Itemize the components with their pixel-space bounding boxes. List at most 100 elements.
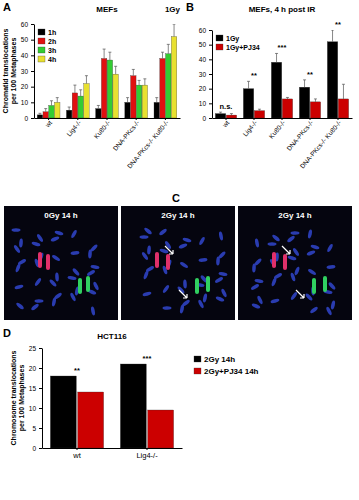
error-line [248, 81, 249, 88]
bar [310, 102, 320, 118]
tick-mark [39, 448, 42, 449]
bar [43, 112, 48, 118]
tick: Lig4-/- [136, 448, 158, 460]
bar [142, 85, 147, 118]
chromosome [86, 269, 96, 277]
chromosome [309, 306, 318, 314]
chromosome [307, 268, 317, 276]
legend-swatch [216, 35, 223, 41]
tick-mark [31, 55, 34, 56]
tick-label: Lig4-/- [241, 119, 259, 138]
error-line [315, 99, 316, 102]
bar [282, 99, 292, 118]
chromosome [330, 300, 336, 310]
error-cap [138, 80, 141, 81]
error-line [74, 85, 75, 93]
tick-label: 10 [21, 99, 29, 106]
axis-line [34, 25, 35, 119]
tick-mark [31, 102, 34, 103]
legend-swatch [38, 29, 45, 35]
chromosome [15, 302, 24, 311]
axis-line [213, 118, 353, 119]
legend: 1h2h3h4h [38, 29, 56, 63]
chromosome [310, 244, 320, 250]
chromosome [218, 231, 223, 241]
error-cap [342, 84, 345, 85]
chromosome [36, 233, 44, 242]
error-cap [143, 78, 146, 79]
legend-swatch [38, 47, 45, 53]
tick-label: Ku80-/- [267, 119, 286, 140]
error-cap [38, 113, 41, 114]
image-panel: 0Gy 14 h [4, 206, 118, 320]
tick: 10 [199, 100, 212, 107]
annotation: ** [74, 366, 80, 375]
bar [299, 87, 309, 118]
tick: 0 [32, 445, 42, 452]
chromosome [254, 238, 259, 248]
chromosome [17, 258, 27, 266]
tick-label: 20 [29, 365, 37, 372]
tick-mark [209, 30, 212, 31]
bar [55, 102, 60, 118]
axis-title: per 100 Metaphases [18, 365, 26, 432]
error-bar [303, 80, 306, 87]
tick-mark [39, 388, 42, 389]
painted-chromosome [166, 254, 170, 270]
bar [136, 85, 141, 118]
chromosome [292, 247, 300, 256]
tick-label: 10 [199, 100, 207, 107]
error-line [115, 66, 116, 74]
tick-mark [209, 59, 212, 60]
error-cap [50, 100, 53, 101]
annotation: ** [307, 70, 313, 79]
tick-mark [31, 40, 34, 41]
chromosome [254, 258, 263, 267]
x-axis: wtLig4-/-Ku80-/-DNA-PKcs-/-DNA-PKcs-/- K… [213, 118, 353, 170]
image-background [121, 206, 235, 320]
tick: Lig4-/- [241, 118, 259, 138]
image-caption: 0Gy 14 h [44, 211, 77, 220]
error-line [127, 98, 128, 103]
error-line [133, 69, 134, 75]
legend-label: 3h [48, 47, 56, 54]
legend: 1Gy1Gy+PJ34 [216, 35, 260, 52]
tick-mark [209, 103, 212, 104]
title: HCT116 [97, 332, 127, 341]
tick: wt [220, 118, 230, 129]
legend-label: 2Gy 14h [204, 355, 235, 364]
tick: Lig4-/- [65, 118, 83, 138]
tick: 0 [202, 115, 212, 122]
chromosome [198, 236, 205, 246]
bar [66, 110, 71, 118]
subtitle: 1Gy [165, 5, 181, 14]
chromosome [51, 254, 61, 262]
error-bar [275, 53, 278, 62]
legend-swatch [38, 56, 45, 62]
chromosome [72, 267, 81, 276]
tick: DNA-PKcs-/- Ku80-/- [126, 118, 170, 170]
error-cap [303, 79, 306, 80]
chromosome [328, 281, 337, 290]
chromosome [198, 258, 207, 263]
error-bar [50, 101, 53, 106]
error-cap [161, 52, 164, 53]
chromosome [140, 235, 149, 239]
tick-label: 30 [199, 71, 207, 78]
error-line [332, 30, 333, 42]
chromosome [290, 291, 298, 300]
error-bar [331, 30, 334, 42]
tick-label: 40 [199, 56, 207, 63]
tick-label: 20 [21, 83, 29, 90]
chromosome [70, 229, 77, 239]
chromosome [268, 242, 277, 246]
tick: 40 [21, 52, 34, 59]
tick: 10 [29, 405, 42, 412]
error-bar [132, 69, 135, 75]
error-bar [143, 79, 146, 85]
legend-swatch [194, 356, 201, 362]
bar [37, 115, 42, 118]
tick-label: 0 [24, 115, 28, 122]
error-line [139, 80, 140, 85]
error-cap [258, 109, 261, 110]
